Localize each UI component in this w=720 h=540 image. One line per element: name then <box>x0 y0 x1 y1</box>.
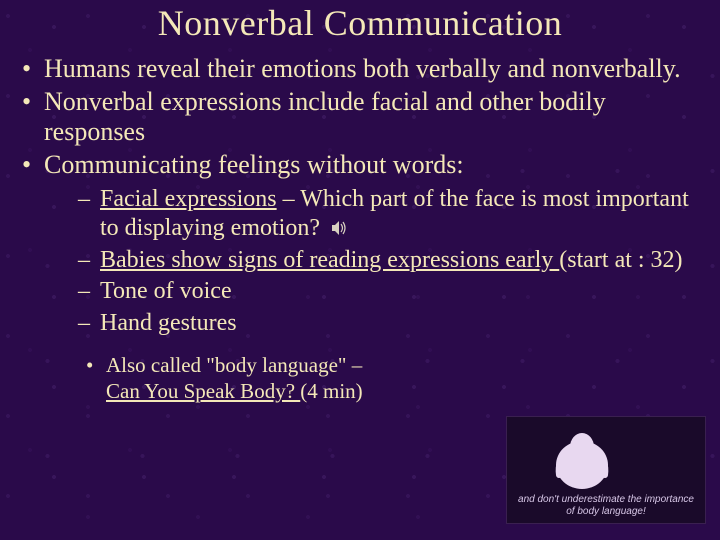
link-text[interactable]: Facial expressions <box>100 186 277 212</box>
slide-title: Nonverbal Communication <box>0 0 720 44</box>
sub-list: Facial expressions – Which part of the f… <box>44 185 704 338</box>
bullet-item: Humans reveal their emotions both verbal… <box>16 54 704 85</box>
sub-item: Hand gestures <box>44 309 704 338</box>
bullet-list: Humans reveal their emotions both verbal… <box>16 54 704 404</box>
caption-line: of body language! <box>566 506 646 517</box>
video-thumbnail[interactable]: and don't underestimate the importance o… <box>506 416 706 524</box>
sub-item: Tone of voice <box>44 277 704 306</box>
thumbnail-caption: and don't underestimate the importance o… <box>507 494 705 517</box>
subsub-text: (4 min) <box>300 379 362 403</box>
bullet-item: Nonverbal expressions include facial and… <box>16 87 704 148</box>
sound-icon[interactable] <box>330 215 348 244</box>
sub-text: (start at : 32) <box>559 247 682 273</box>
subsub-list: Also called "body language" – Can You Sp… <box>44 352 704 405</box>
link-text[interactable]: Can You Speak Body? <box>106 379 300 403</box>
bullet-text: Communicating feelings without words: <box>44 150 464 179</box>
sub-item: Facial expressions – Which part of the f… <box>44 185 704 244</box>
thumbnail-figure <box>547 425 617 495</box>
subsub-text: Also called "body language" – <box>106 353 362 377</box>
subsub-item: Also called "body language" – Can You Sp… <box>44 352 704 405</box>
bullet-item: Communicating feelings without words: Fa… <box>16 150 704 404</box>
caption-line: and don't underestimate the importance <box>518 494 694 505</box>
slide-body: Humans reveal their emotions both verbal… <box>0 44 720 404</box>
link-text[interactable]: Babies show signs of reading expressions… <box>100 247 559 273</box>
sub-item: Babies show signs of reading expressions… <box>44 246 704 275</box>
